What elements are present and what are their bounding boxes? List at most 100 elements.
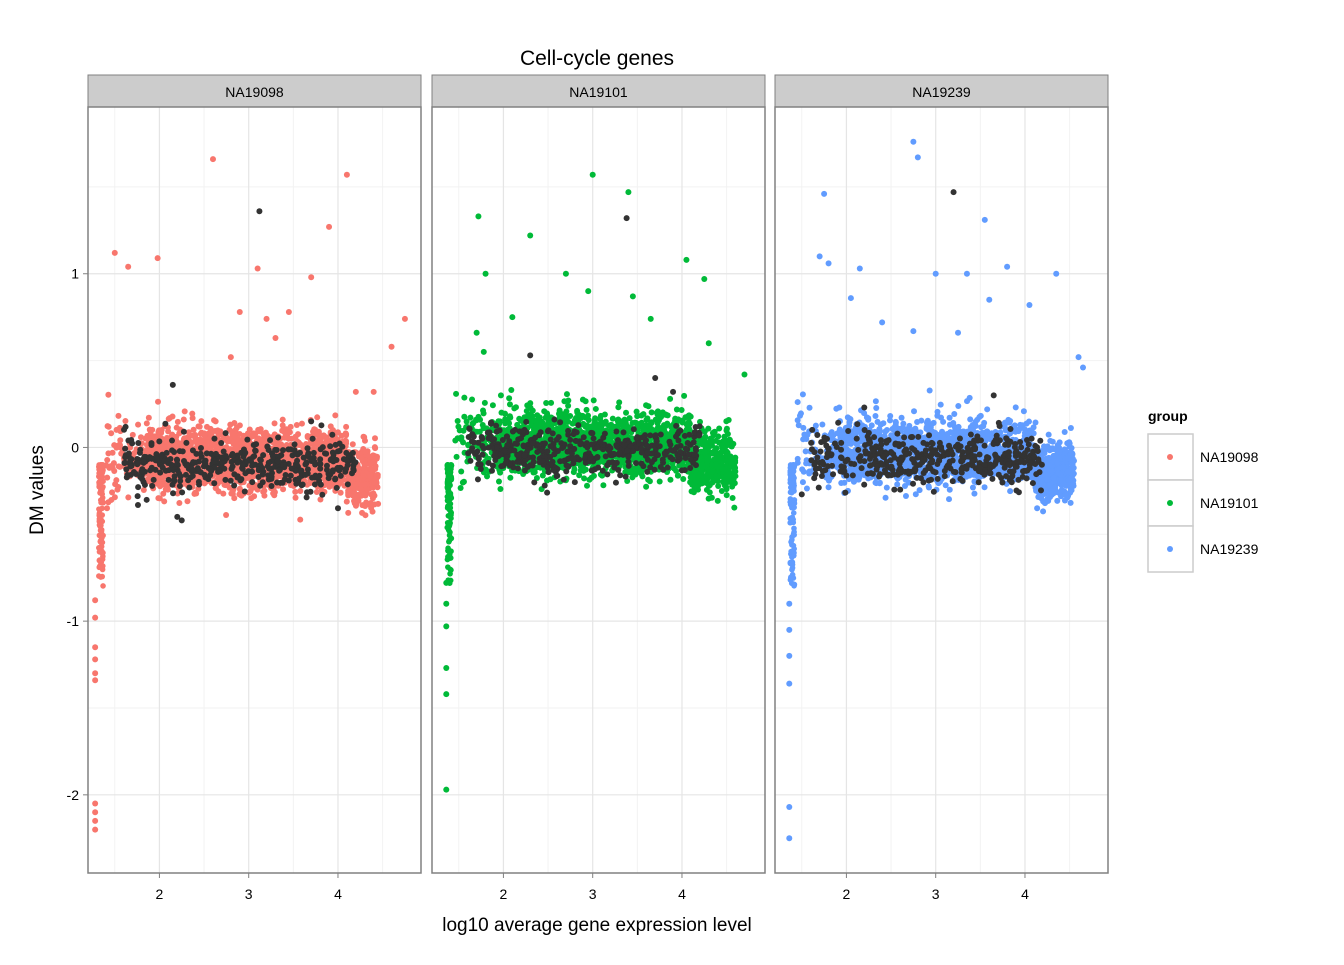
data-point — [516, 416, 522, 422]
data-point — [402, 316, 408, 322]
highlighted-point — [223, 430, 229, 436]
highlighted-point — [228, 478, 234, 484]
highlighted-point — [169, 438, 175, 444]
highlighted-point — [315, 474, 321, 480]
data-point — [730, 481, 736, 487]
highlighted-point — [216, 467, 222, 473]
data-point — [539, 419, 545, 425]
data-point — [602, 411, 608, 417]
highlighted-point — [292, 441, 298, 447]
highlighted-point — [335, 505, 341, 511]
data-point — [570, 421, 576, 427]
highlighted-point — [122, 446, 128, 452]
data-point — [685, 413, 691, 419]
data-point — [229, 431, 235, 437]
data-point — [146, 415, 152, 421]
data-point — [247, 488, 253, 494]
data-point — [600, 420, 606, 426]
highlighted-point — [242, 488, 248, 494]
data-point — [712, 448, 718, 454]
data-point — [280, 486, 286, 492]
data-point — [581, 475, 587, 481]
data-point — [704, 480, 710, 486]
data-point — [723, 428, 729, 434]
highlighted-point — [202, 460, 208, 466]
data-point — [138, 434, 144, 440]
data-point — [144, 420, 150, 426]
highlighted-point — [272, 447, 278, 453]
data-point — [591, 473, 597, 479]
data-point — [211, 417, 217, 423]
highlighted-point — [256, 474, 262, 480]
data-point — [524, 402, 530, 408]
highlighted-point — [253, 441, 259, 447]
highlighted-point — [195, 465, 201, 471]
highlighted-point — [213, 451, 219, 457]
highlighted-point — [249, 479, 255, 485]
data-point — [370, 490, 376, 496]
highlighted-point — [149, 465, 155, 471]
data-point — [726, 469, 732, 475]
highlighted-point — [304, 494, 310, 500]
plot-background — [432, 107, 765, 873]
data-point — [617, 418, 623, 424]
data-point — [343, 424, 349, 430]
highlighted-point — [343, 450, 349, 456]
data-point — [297, 517, 303, 523]
data-point — [667, 396, 673, 402]
data-point — [638, 471, 644, 477]
data-point — [513, 404, 519, 410]
highlighted-point — [162, 421, 168, 427]
data-point — [654, 410, 660, 416]
highlighted-point — [229, 466, 235, 472]
data-point — [584, 483, 590, 489]
data-point — [92, 818, 98, 824]
data-point — [584, 407, 590, 413]
data-point — [252, 431, 258, 437]
highlighted-point — [323, 451, 329, 457]
data-point — [263, 433, 269, 439]
data-point — [210, 156, 216, 162]
data-point — [724, 458, 730, 464]
data-point — [280, 417, 286, 423]
highlighted-point — [218, 440, 224, 446]
data-point — [643, 484, 649, 490]
data-point — [591, 397, 597, 403]
data-point — [693, 478, 699, 484]
data-point — [108, 430, 114, 436]
highlighted-point — [144, 497, 150, 503]
highlighted-point — [319, 492, 325, 498]
data-point — [482, 400, 488, 406]
data-point — [643, 402, 649, 408]
data-point — [564, 391, 570, 397]
highlighted-point — [294, 462, 300, 468]
data-point — [105, 423, 111, 429]
highlighted-point — [124, 474, 130, 480]
highlighted-point — [345, 481, 351, 487]
data-point — [112, 250, 118, 256]
data-point — [634, 409, 640, 415]
data-point — [99, 574, 105, 580]
data-point — [191, 491, 197, 497]
highlighted-point — [276, 468, 282, 474]
data-point — [159, 427, 165, 433]
data-point — [272, 420, 278, 426]
highlighted-point — [317, 461, 323, 467]
highlighted-point — [198, 445, 204, 451]
highlighted-point — [211, 480, 217, 486]
data-point — [507, 401, 513, 407]
data-point — [344, 499, 350, 505]
facet-strip-label: NA19098 — [225, 84, 284, 100]
highlighted-point — [181, 429, 187, 435]
data-point — [362, 462, 368, 468]
highlighted-point — [302, 472, 308, 478]
highlighted-point — [138, 469, 144, 475]
data-point — [262, 438, 268, 444]
highlighted-point — [167, 456, 173, 462]
data-point — [182, 408, 188, 414]
highlighted-point — [334, 485, 340, 491]
data-point — [260, 489, 266, 495]
data-point — [165, 487, 171, 493]
data-point — [461, 479, 467, 485]
data-point — [169, 432, 175, 438]
